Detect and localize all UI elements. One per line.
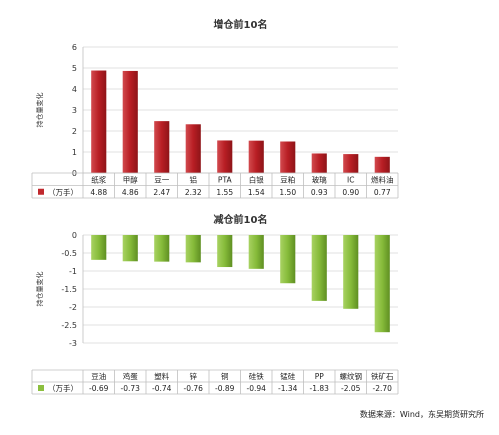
y-tick-label: -3 [69, 339, 77, 348]
category-label: 豆一 [154, 175, 169, 184]
legend-swatch [38, 385, 44, 391]
category-label: 锰硅 [280, 371, 295, 381]
bar [154, 121, 170, 173]
data-label: 1.55 [216, 188, 233, 197]
bar [280, 141, 296, 173]
bar [374, 235, 390, 333]
data-source: 数据来源：Wind，东吴期货研究所 [360, 409, 484, 419]
legend-swatch [38, 188, 44, 195]
bar [217, 235, 233, 268]
bar [374, 156, 390, 173]
data-label: -0.76 [184, 384, 204, 393]
data-label: -0.73 [121, 384, 141, 393]
y-tick-label: -0.5 [61, 249, 77, 258]
y-tick-label: 6 [72, 43, 77, 52]
bar [280, 235, 296, 284]
data-label: -0.69 [89, 384, 109, 393]
bar [248, 235, 264, 269]
y-tick-label: 0 [72, 231, 77, 240]
data-label: 4.88 [90, 188, 107, 197]
data-label: 4.86 [122, 188, 139, 197]
y-tick-label: -1.5 [61, 285, 77, 294]
data-label: 2.47 [153, 188, 170, 197]
category-label: 燃料油 [371, 174, 394, 184]
category-label: 玻璃 [312, 174, 327, 184]
bar [91, 235, 107, 260]
category-label: 铁矿石 [371, 371, 394, 381]
category-label: PTA [218, 175, 233, 184]
legend-label: （万手） [48, 383, 78, 393]
bar [122, 235, 138, 262]
data-label: 1.54 [248, 188, 265, 197]
data-label: 1.50 [279, 188, 296, 197]
y-tick-label: -2 [69, 303, 77, 312]
y-tick-label: 0 [72, 169, 77, 178]
category-label: 甲醇 [123, 174, 138, 184]
bar [248, 140, 264, 173]
y-tick-label: -2.5 [61, 321, 77, 330]
data-label: -1.83 [310, 384, 330, 393]
data-label: -2.05 [341, 384, 361, 393]
bar [311, 235, 327, 301]
data-label: -1.34 [278, 384, 298, 393]
category-label: 螺纹钢 [340, 371, 363, 381]
bar [185, 124, 201, 173]
data-label: 0.90 [342, 188, 359, 197]
category-label: 鸡蛋 [123, 371, 138, 381]
category-label: 纸浆 [91, 174, 106, 184]
bar [185, 235, 201, 263]
data-label: -0.74 [152, 384, 172, 393]
y-axis-label: 持仓量变化 [35, 93, 44, 128]
y-tick-label: 3 [72, 106, 77, 115]
y-tick-label: -1 [69, 267, 77, 276]
bar [122, 70, 138, 173]
y-tick-label: 1 [72, 148, 77, 157]
category-label: IC [347, 175, 354, 184]
category-label: 铜 [221, 371, 229, 381]
y-tick-label: 2 [72, 127, 77, 136]
bar [343, 154, 359, 173]
chart-title: 减仓前10名 [214, 213, 268, 226]
y-axis-label: 持仓量变化 [35, 272, 44, 307]
data-label: 0.93 [311, 188, 328, 197]
bar [217, 140, 233, 173]
bar [311, 153, 327, 173]
category-label: 硅铁 [249, 371, 264, 381]
category-label: 铝 [190, 174, 198, 184]
category-label: 豆油 [91, 371, 106, 381]
category-label: 塑料 [154, 371, 169, 381]
bar [154, 235, 170, 262]
y-tick-label: 4 [72, 85, 77, 94]
category-label: 白银 [249, 174, 264, 184]
y-tick-label: 5 [72, 64, 77, 73]
data-label: -0.89 [215, 384, 235, 393]
legend-label: （万手） [48, 187, 78, 197]
data-label: 0.77 [374, 188, 391, 197]
data-label: -2.70 [373, 384, 393, 393]
bar [343, 235, 359, 309]
data-label: 2.32 [185, 188, 202, 197]
category-label: 豆粕 [280, 174, 295, 184]
category-label: PP [315, 372, 325, 381]
chart-title: 增仓前10名 [214, 18, 268, 31]
data-label: -0.94 [247, 384, 267, 393]
bar [91, 70, 107, 173]
category-label: 锌 [190, 371, 198, 381]
